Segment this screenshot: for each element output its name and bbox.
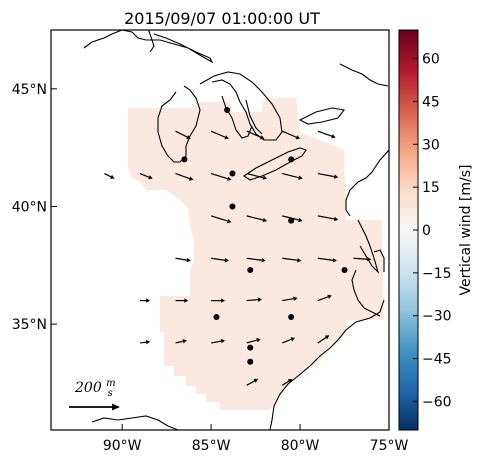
wind-vector (175, 130, 191, 140)
station-marker (224, 107, 231, 113)
wind-vector (246, 378, 259, 386)
colorbar: 60 45 30 15 0 −15 −30 −45 −60 Vertical wind [m/s… (398, 29, 474, 431)
st-lawrence-coast (339, 63, 389, 87)
colorbar-tick-label: −60 (422, 394, 452, 410)
lon-tick-label: 90°W (103, 438, 142, 454)
coastlines (83, 30, 389, 430)
wind-vector (317, 257, 337, 263)
colorbar-tick-label: 0 (422, 223, 431, 239)
wind-vector (246, 172, 268, 180)
lat-tick-label: 45°N (12, 82, 47, 98)
wind-vector (210, 130, 229, 140)
lake-superior-shore (83, 30, 214, 64)
wind-vector (210, 172, 232, 181)
wind-vector (282, 337, 296, 344)
wind-vector (317, 172, 339, 179)
wind-vector (282, 172, 303, 180)
wind-vector (104, 172, 115, 179)
wind-vector (175, 339, 188, 344)
lat-tick-label: 35°N (12, 317, 47, 333)
wind-vector (317, 335, 330, 344)
station-marker (213, 314, 220, 321)
wind-vector (282, 257, 302, 263)
wind-vector (139, 339, 151, 345)
wind-vector (175, 257, 191, 263)
lon-tick-label: 75°W (370, 438, 409, 454)
wind-vector (210, 215, 232, 224)
wind-vector (175, 172, 194, 181)
map-title: 2015/09/07 01:00:00 UT (124, 9, 320, 28)
lake-huron-shore (199, 71, 283, 141)
lake-michigan-shore (157, 85, 201, 163)
station-marker (247, 358, 254, 365)
wind-vector (246, 297, 262, 302)
lon-tick-label: 80°W (281, 438, 320, 454)
station-marker (229, 170, 236, 177)
map-frame (50, 29, 390, 431)
lon-tick-label: 85°W (192, 438, 231, 454)
colorbar-label: Vertical wind [m/s] (458, 165, 474, 296)
vertical-wind-region (128, 98, 384, 410)
station-marker (229, 203, 236, 210)
wind-vector (282, 296, 298, 302)
wind-vector (281, 378, 293, 386)
colorbar-tick-label: −45 (422, 352, 452, 368)
gulf-coast (91, 415, 179, 430)
wind-vector (139, 172, 153, 180)
wind-vector (211, 298, 226, 303)
wind-vector (317, 215, 339, 222)
latitude-ticks: 45°N 40°N 35°N (12, 82, 57, 333)
station-markers (181, 107, 348, 365)
wind-vector (282, 130, 301, 140)
wind-vector (246, 215, 268, 223)
station-marker (288, 314, 295, 321)
wind-vector (246, 257, 266, 263)
wind-vector (175, 298, 189, 303)
colorbar-ticks: 60 45 30 15 0 −15 −30 −45 −60 (413, 52, 452, 410)
station-marker (247, 267, 254, 273)
colorbar-tick-label: 45 (422, 94, 440, 110)
wind-vector (211, 257, 229, 263)
station-marker (341, 267, 348, 273)
colorbar-tick-label: 60 (422, 52, 440, 68)
colorbar-tick-label: 15 (422, 180, 440, 196)
station-marker (288, 217, 295, 224)
scale-arrow-head (112, 403, 120, 411)
colorbar-tick-label: −30 (422, 309, 452, 325)
wind-vector (317, 130, 336, 139)
wind-vector (139, 298, 151, 303)
carolina-coast (269, 299, 385, 430)
wind-vector (246, 130, 265, 140)
wind-vector (210, 338, 226, 344)
colorbar-tick-label: −15 (422, 266, 452, 282)
lake-ontario-shore (298, 107, 345, 125)
station-marker (181, 156, 188, 163)
lat-tick-label: 40°N (12, 199, 47, 215)
station-marker (288, 156, 295, 163)
longitude-ticks: 90°W 85°W 80°W 75°W (103, 424, 409, 454)
wind-vector (353, 257, 372, 262)
wind-vectors (104, 130, 372, 386)
wind-vector (246, 338, 261, 344)
colorbar-tick-label: 30 (422, 137, 440, 153)
station-marker (247, 344, 254, 351)
northeast-coast (345, 149, 389, 217)
wind-vector (317, 294, 332, 302)
